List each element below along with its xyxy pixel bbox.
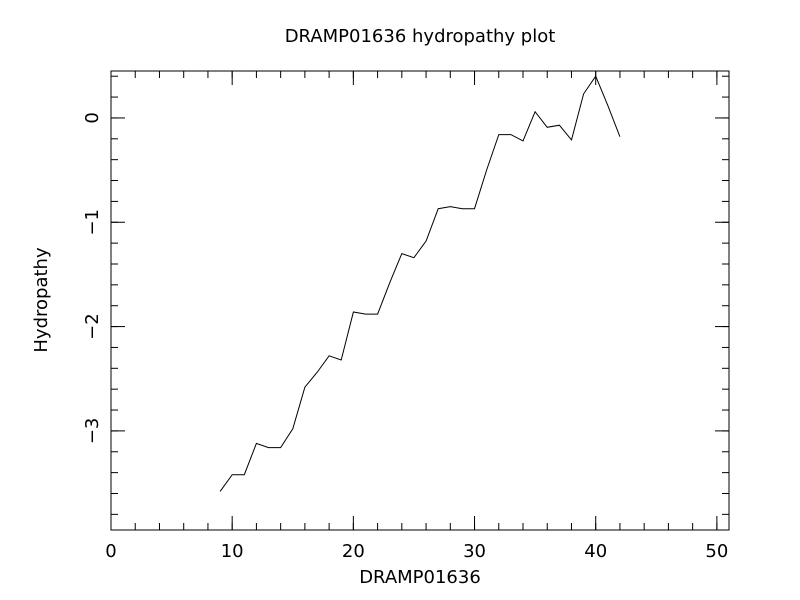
axis-tick-labels: 0 10 20 30 40 50 −3 −2 −1 0 bbox=[82, 112, 728, 562]
hydropathy-series-line bbox=[219, 75, 621, 492]
y-tick-label: −1 bbox=[82, 209, 103, 236]
y-axis-label: Hydropathy bbox=[31, 247, 52, 353]
y-tick-label: −2 bbox=[82, 313, 103, 340]
x-tick-label: 10 bbox=[221, 541, 244, 562]
x-tick-label: 40 bbox=[584, 541, 607, 562]
x-axis-label: DRAMP01636 bbox=[359, 567, 481, 588]
x-tick-label: 30 bbox=[463, 541, 486, 562]
plot-frame bbox=[110, 70, 730, 531]
x-tick-label: 0 bbox=[105, 541, 116, 562]
x-tick-label: 20 bbox=[342, 541, 365, 562]
y-tick-label: 0 bbox=[82, 112, 103, 123]
y-tick-label: −3 bbox=[82, 418, 103, 445]
axis-ticks bbox=[110, 71, 729, 530]
chart-title: DRAMP01636 hydropathy plot bbox=[285, 26, 556, 47]
x-tick-label: 50 bbox=[705, 541, 728, 562]
